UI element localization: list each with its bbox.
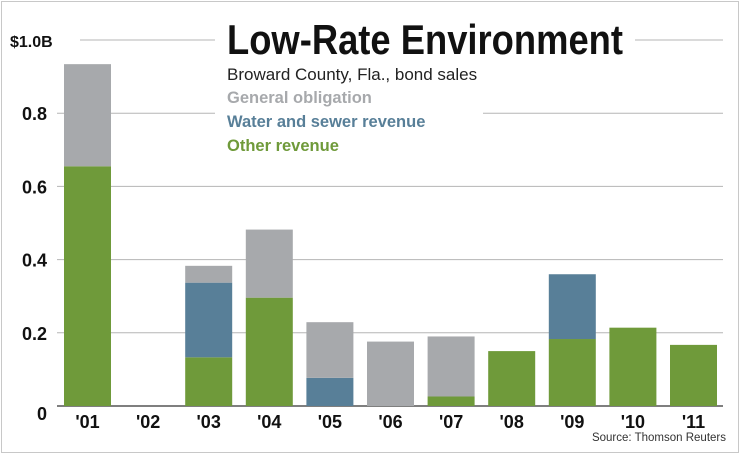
x-tick-label: '07 [439,412,463,432]
bar-segment [548,274,596,340]
x-tick-label: '08 [500,412,524,432]
source-note: Source: Thomson Reuters [592,432,726,444]
bar-segment [427,396,475,406]
chart-title: Low-Rate Environment [227,16,623,63]
legend-background [215,86,483,148]
x-tick-label: '11 [682,412,705,432]
x-tick-label: '02 [136,412,160,432]
bar-segment [185,357,233,406]
title-background [215,20,635,86]
y-tick-label: $1.0B [10,34,53,51]
bar-segment [367,341,414,406]
x-tick-label: '04 [257,412,281,432]
bar-segment [609,327,657,406]
bar-segment [245,229,293,298]
chart-subtitle: Broward County, Fla., bond sales [227,65,477,84]
bar-segment [64,166,111,406]
bar-segment [185,265,233,283]
bar-segment [488,351,536,406]
legend-entry: General obligation [227,89,372,107]
bar-segment [64,64,111,167]
x-tick-label: '01 [75,412,99,432]
bar-segment [306,322,354,378]
bar-segment [306,377,354,406]
bar-segment [185,282,233,358]
bar-segment [245,297,293,406]
y-tick-label: 0.8 [22,104,47,124]
y-tick-label: 0 [37,404,47,424]
legend-entry: Water and sewer revenue [227,113,425,131]
x-tick-label: '06 [378,412,402,432]
x-tick-label: '09 [560,412,584,432]
bar-segment [427,336,475,397]
y-tick-label: 0.6 [22,177,47,197]
bar-segment [548,339,596,406]
y-tick-label: 0.4 [22,251,47,271]
legend-entry: Other revenue [227,137,339,155]
y-tick-label: 0.2 [22,324,47,344]
x-tick-label: '10 [621,412,645,432]
x-tick-label: '03 [197,412,221,432]
x-tick-label: '05 [318,412,342,432]
bar-segment [670,344,717,406]
